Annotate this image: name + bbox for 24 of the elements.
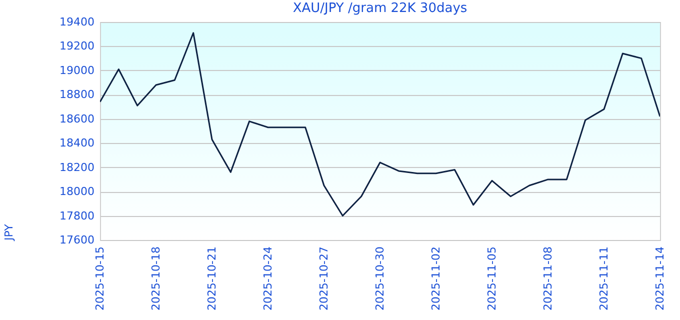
x-tick-label: 2025-11-02 xyxy=(430,246,442,310)
y-axis-title: JPY xyxy=(2,224,16,242)
y-tick-label: 19400 xyxy=(60,16,94,28)
line-series xyxy=(100,32,660,217)
x-tick-label: 2025-11-14 xyxy=(654,246,666,310)
y-tick-label: 18400 xyxy=(60,136,94,150)
x-tick-label: 2025-10-18 xyxy=(150,246,162,310)
x-tick-label: 2025-11-11 xyxy=(598,246,610,310)
chart-title: XAU/JPY /gram 22K 30days xyxy=(292,1,468,16)
y-tick-label: 19000 xyxy=(60,64,94,77)
y-tick-label: 17800 xyxy=(60,209,94,222)
x-tick-label: 2025-11-05 xyxy=(486,246,498,310)
y-tick-label: 18600 xyxy=(60,112,94,126)
x-tick-label: 2025-11-08 xyxy=(542,246,554,310)
x-tick-label: 2025-10-27 xyxy=(318,246,330,310)
x-tick-label: 2025-10-15 xyxy=(94,246,106,310)
y-tick-label: 18000 xyxy=(60,185,94,198)
x-tick-label: 2025-10-21 xyxy=(206,246,218,310)
x-tick-label: 2025-10-24 xyxy=(262,246,274,310)
y-tick-label: 18200 xyxy=(60,160,94,174)
y-tick-label: 17600 xyxy=(60,234,94,246)
y-tick-label: 18800 xyxy=(60,88,94,102)
x-tick-label: 2025-10-30 xyxy=(374,246,386,310)
y-tick-label: 19200 xyxy=(60,40,94,53)
